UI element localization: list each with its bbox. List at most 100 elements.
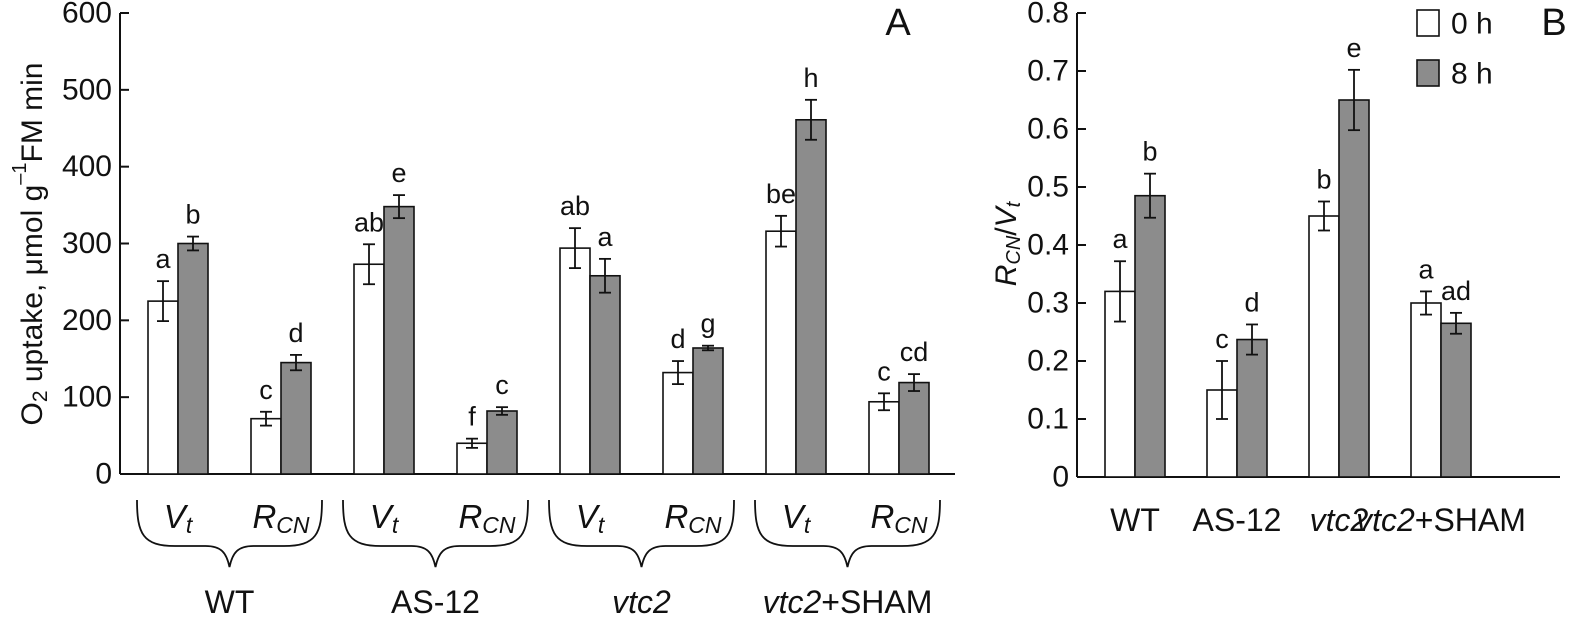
panel-b-y-tick-label: 0.1 bbox=[1027, 403, 1069, 436]
panel-a-significance-letter: cd bbox=[900, 337, 929, 367]
panel-a-group-label: WT bbox=[205, 584, 255, 620]
panel-a-significance-letter: ab bbox=[354, 207, 384, 237]
panel-a-bar bbox=[486, 410, 518, 475]
panel-a-bar bbox=[280, 361, 312, 475]
panel-a-bar bbox=[383, 205, 415, 475]
panel-b-error-bar bbox=[1348, 68, 1360, 132]
panel-a-error-bar bbox=[599, 257, 611, 294]
panel-a-significance-letter: b bbox=[185, 200, 200, 230]
panel-b-significance-letter: e bbox=[1346, 33, 1361, 63]
panel-b-y-tick-label: 0.5 bbox=[1027, 171, 1069, 204]
panel-a-group: ab Vt cd RCN WT bbox=[136, 200, 323, 620]
panel-a-y-tick-label: 300 bbox=[62, 227, 112, 260]
panel-a-group: be h Vt ccd RCN vtc2+SHAM bbox=[754, 63, 941, 620]
panel-b-significance-letter: ad bbox=[1441, 276, 1471, 306]
panel-b-bar bbox=[1308, 215, 1340, 478]
panel-a-y-tick-label: 600 bbox=[62, 0, 112, 30]
panel-b-significance-letter: b bbox=[1142, 137, 1157, 167]
panel-a-bar-symbol-label: Vt bbox=[370, 498, 400, 539]
panel-b-category: b e vtc2 bbox=[1308, 33, 1370, 538]
panel-b-bar bbox=[1440, 322, 1472, 478]
panel-a-error-bar bbox=[702, 344, 714, 352]
panel-a-error-bar bbox=[569, 227, 581, 269]
panel-a-significance-letter: a bbox=[155, 244, 171, 274]
panel-a-group-label: vtc2 bbox=[612, 584, 671, 620]
panel-a-error-bar bbox=[260, 410, 272, 427]
panel-a-significance-letter: be bbox=[766, 179, 796, 209]
panel-a-error-bar bbox=[187, 235, 199, 252]
panel-b-y-tick-label: 0 bbox=[1052, 461, 1069, 494]
panel-a-bar-symbol-label: Vt bbox=[576, 498, 606, 539]
panel-a-y-tick-label: 200 bbox=[62, 304, 112, 337]
panel-b-error-bar bbox=[1216, 360, 1228, 420]
panel-a-significance-letter: d bbox=[670, 324, 685, 354]
panel-b-category: cd AS-12 bbox=[1193, 287, 1282, 538]
panel-a-bar bbox=[559, 247, 591, 475]
panel-b-legend-swatch bbox=[1416, 59, 1440, 87]
panel-a-significance-letter: h bbox=[803, 63, 818, 93]
panel-b-category-label: AS-12 bbox=[1193, 502, 1282, 538]
panel-a-bar bbox=[589, 274, 621, 475]
panel-a-error-bar bbox=[363, 243, 375, 286]
panel-b-bar bbox=[1236, 338, 1268, 478]
panel-a-bar bbox=[868, 400, 900, 475]
panel-a-bar bbox=[898, 381, 930, 475]
panel-b-error-bar bbox=[1318, 200, 1330, 232]
panel-a-significance-letter: g bbox=[700, 309, 715, 339]
panel-a-error-bar bbox=[878, 392, 890, 412]
panel-a-bar bbox=[250, 417, 282, 475]
panel-b-y-tick-label: 0.3 bbox=[1027, 287, 1069, 320]
panel-a-group: aba Vt dg RCN vtc2 bbox=[548, 191, 735, 620]
panel-a-bar bbox=[353, 263, 385, 475]
panel-a-error-bar bbox=[908, 373, 920, 392]
panel-a-bar bbox=[765, 230, 797, 475]
panel-b-y-tick-label: 0.6 bbox=[1027, 113, 1069, 146]
panel-b-y-tick-label: 0.8 bbox=[1027, 0, 1069, 30]
panel-a-bar bbox=[147, 300, 179, 475]
panel-b-chart: 0 0.1 0.2 0.3 0.4 0.5 0.6 0.7 0.8 RCN/Vt B 0 h 8 h a b… bbox=[990, 0, 1567, 538]
panel-a-significance-letter: f bbox=[468, 402, 476, 432]
panel-a-group-brace bbox=[754, 499, 941, 568]
panel-a-group-label: AS-12 bbox=[391, 584, 480, 620]
panel-b-error-bar bbox=[1450, 311, 1462, 335]
panel-a-bar-symbol-label: Vt bbox=[782, 498, 812, 539]
panel-a-bar bbox=[662, 371, 694, 475]
panel-a-bar-symbol-label: RCN bbox=[252, 498, 309, 539]
panel-b-significance-letter: b bbox=[1316, 165, 1331, 195]
panel-a-chart: 0 100 200 300 400 500 600 O2 uptake, μmol g–1FM… bbox=[9, 0, 955, 620]
panel-a-y-axis-label: O2 uptake, μmol g–1FM min bbox=[9, 62, 52, 425]
panel-b-y-tick-label: 0.7 bbox=[1027, 55, 1069, 88]
panel-a-y-tick-label: 0 bbox=[95, 458, 112, 491]
panel-a-group-brace bbox=[342, 499, 529, 568]
panel-b-significance-letter: d bbox=[1244, 287, 1259, 317]
panel-b-y-tick-label: 0.2 bbox=[1027, 345, 1069, 378]
panel-a-error-bar bbox=[775, 214, 787, 248]
panel-a-group-brace bbox=[548, 499, 735, 568]
panel-a-bar bbox=[177, 242, 209, 475]
panel-a-significance-letter: ab bbox=[560, 191, 590, 221]
panel-b-category-label: WT bbox=[1110, 502, 1160, 538]
panel-a-error-bar bbox=[393, 194, 405, 220]
panel-b-significance-letter: a bbox=[1418, 254, 1434, 284]
panel-b-error-bar bbox=[1246, 323, 1258, 356]
panel-a-bar-symbol-label: RCN bbox=[870, 498, 927, 539]
panel-a-bar bbox=[795, 118, 827, 475]
panel-a-letter: A bbox=[885, 2, 911, 44]
panel-b-category: aad vtc2+SHAM bbox=[1356, 254, 1526, 538]
panel-b-legend-label: 8 h bbox=[1451, 58, 1493, 91]
panel-a-significance-letter: e bbox=[391, 158, 406, 188]
panel-a-significance-letter: c bbox=[495, 370, 509, 400]
panel-b-bar bbox=[1410, 302, 1442, 478]
panel-b-bar bbox=[1338, 99, 1370, 478]
panel-a-significance-letter: c bbox=[259, 375, 273, 405]
panel-b-significance-letter: a bbox=[1112, 224, 1128, 254]
panel-b-letter: B bbox=[1541, 2, 1566, 44]
panel-b-legend-label: 0 h bbox=[1451, 8, 1493, 41]
panel-b-category-label: vtc2+SHAM bbox=[1356, 502, 1526, 538]
panel-a-error-bar bbox=[805, 98, 817, 141]
panel-a-error-bar bbox=[672, 360, 684, 386]
panel-a-y-tick-label: 500 bbox=[62, 73, 112, 106]
panel-a-y-tick-label: 400 bbox=[62, 150, 112, 183]
panel-a-group: abe Vt fc RCN AS-12 bbox=[342, 158, 529, 620]
